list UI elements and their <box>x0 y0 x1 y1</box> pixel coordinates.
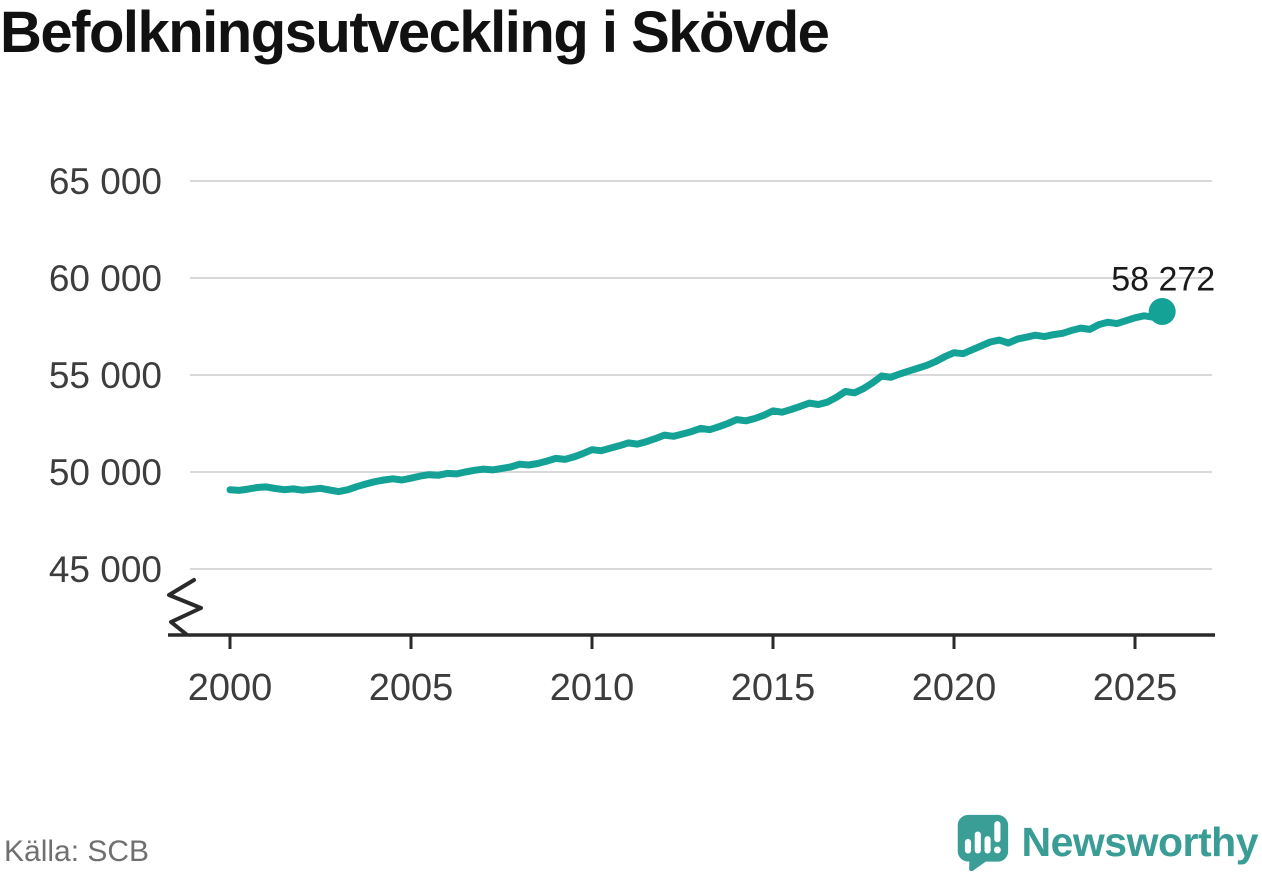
x-axis-label: 2000 <box>188 667 273 709</box>
x-axis-label: 2010 <box>550 667 635 709</box>
population-line <box>226 308 1166 496</box>
logo-bar-chart-glyph <box>964 821 1000 854</box>
y-axis-label: 45 000 <box>49 549 162 590</box>
source-label: Källa: SCB <box>4 835 150 868</box>
x-axis-label: 2020 <box>912 667 997 709</box>
x-axis-label: 2025 <box>1093 667 1178 709</box>
y-axis-label: 55 000 <box>49 355 162 396</box>
chart-title: Befolkningsutveckling i Skövde <box>0 0 830 65</box>
end-value-label: 58 272 <box>1111 261 1215 299</box>
x-axis-label: 2005 <box>369 667 454 709</box>
y-axis-label: 50 000 <box>49 452 162 493</box>
newsworthy-logo: Newsworthy <box>954 813 1259 871</box>
x-axis-label: 2015 <box>731 667 816 709</box>
newsworthy-wordmark: Newsworthy <box>1021 818 1259 865</box>
axis-break-icon <box>167 578 203 636</box>
end-point-dot <box>1148 298 1176 325</box>
y-axis-label: 60 000 <box>49 258 162 299</box>
newsworthy-speech-bubble-chart-icon <box>957 814 1008 871</box>
footer: Källa: SCB Newsworthy <box>0 813 1262 879</box>
y-axis-label: 65 000 <box>49 161 162 202</box>
logo-exclamation-dot <box>993 846 1001 854</box>
